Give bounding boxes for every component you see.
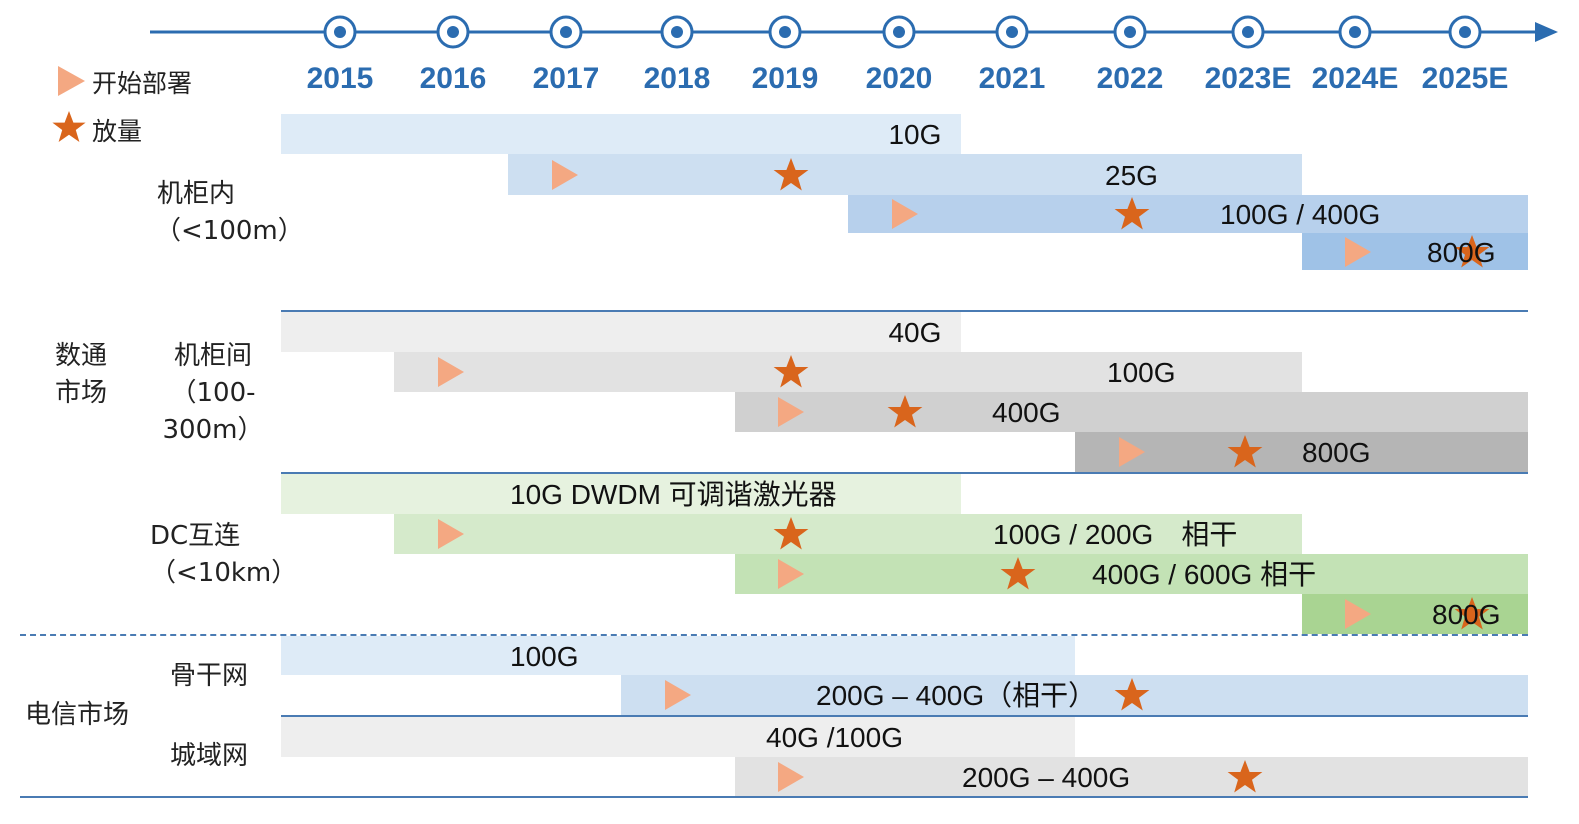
roadmap-bar-label: 800G bbox=[1427, 239, 1496, 267]
year-node bbox=[325, 17, 355, 47]
deploy-triangle-icon bbox=[1343, 236, 1373, 268]
volume-star-icon bbox=[772, 516, 810, 552]
volume-star-icon bbox=[1226, 434, 1264, 470]
roadmap-bar-label: 800G bbox=[1432, 601, 1501, 629]
roadmap-bar-inter-rack bbox=[281, 312, 961, 352]
year-label: 2017 bbox=[511, 62, 621, 96]
roadmap-bar-label: 400G bbox=[992, 399, 1061, 427]
year-node bbox=[1340, 17, 1370, 47]
section-label-inter-rack: 机柜间 （100- 300m） bbox=[158, 338, 268, 449]
roadmap-bar-label: 100G / 200G 相干 bbox=[993, 521, 1237, 549]
deploy-triangle-icon bbox=[776, 761, 806, 793]
roadmap-bar-intra-rack bbox=[848, 195, 1528, 233]
year-label: 2022 bbox=[1075, 62, 1185, 96]
year-node bbox=[1450, 17, 1480, 47]
year-label: 2023E bbox=[1193, 62, 1303, 96]
roadmap-bar-label: 100G bbox=[510, 643, 579, 671]
volume-star-icon bbox=[999, 556, 1037, 592]
deploy-triangle-icon bbox=[1343, 598, 1373, 630]
roadmap-bar-label: 200G – 400G（相干） bbox=[816, 682, 1096, 710]
axis-arrowhead bbox=[1535, 22, 1558, 42]
year-label: 2024E bbox=[1300, 62, 1410, 96]
year-label: 2015 bbox=[285, 62, 395, 96]
section-label-intra-rack: 机柜内 （<100m） bbox=[155, 176, 304, 250]
deploy-triangle-icon bbox=[436, 356, 466, 388]
group-label-telecom: 电信市场 bbox=[25, 697, 129, 734]
roadmap-bar-label: 10G DWDM 可调谐激光器 bbox=[510, 481, 837, 509]
volume-star-icon bbox=[1113, 677, 1151, 713]
roadmap-bar-label: 800G bbox=[1302, 439, 1371, 467]
roadmap-bar-label: 100G / 400G bbox=[1220, 201, 1380, 229]
deploy-triangle-icon bbox=[436, 518, 466, 550]
roadmap-bar-intra-rack bbox=[281, 114, 961, 154]
volume-star-icon bbox=[886, 394, 924, 430]
roadmap-bar-label: 200G – 400G bbox=[962, 764, 1130, 792]
year-label: 2021 bbox=[957, 62, 1067, 96]
separator-intra-inter bbox=[281, 310, 1528, 312]
year-node bbox=[997, 17, 1027, 47]
section-label-dci: DC互连 （<10km） bbox=[150, 518, 297, 592]
roadmap-bar-label: 400G / 600G 相干 bbox=[1092, 561, 1316, 589]
volume-star-icon bbox=[772, 354, 810, 390]
year-label: 2019 bbox=[730, 62, 840, 96]
group-label-datacom: 数通 市场 bbox=[55, 338, 107, 412]
roadmap-bar-backbone bbox=[281, 636, 1075, 675]
deploy-triangle-icon bbox=[550, 159, 580, 191]
separator-backbone-metro bbox=[281, 715, 1528, 717]
roadmap-bar-label: 100G bbox=[1107, 359, 1176, 387]
deploy-triangle-icon bbox=[776, 396, 806, 428]
roadmap-bar-label: 25G bbox=[1105, 162, 1158, 190]
year-node bbox=[1115, 17, 1145, 47]
deploy-triangle-icon bbox=[663, 679, 693, 711]
year-node bbox=[770, 17, 800, 47]
volume-star-icon bbox=[1226, 759, 1264, 795]
separator-inter-dci bbox=[281, 472, 1528, 474]
year-label: 2025E bbox=[1410, 62, 1520, 96]
deploy-triangle-icon bbox=[1117, 436, 1147, 468]
roadmap-bar-label: 40G /100G bbox=[766, 724, 903, 752]
roadmap-bar-label: 10G bbox=[888, 121, 941, 149]
volume-star-icon bbox=[1113, 196, 1151, 232]
section-label-metro: 城域网 bbox=[170, 738, 248, 775]
deploy-triangle-icon bbox=[890, 198, 920, 230]
year-node bbox=[884, 17, 914, 47]
year-node bbox=[438, 17, 468, 47]
roadmap-bar-metro bbox=[281, 717, 1075, 757]
legend-volume: 放量 bbox=[92, 112, 142, 148]
roadmap-bar-inter-rack bbox=[735, 392, 1528, 432]
star-icon bbox=[51, 110, 87, 146]
timeline-axis bbox=[0, 0, 1579, 60]
year-node bbox=[1233, 17, 1263, 47]
roadmap-bar-label: 40G bbox=[888, 319, 941, 347]
deploy-triangle-icon bbox=[776, 558, 806, 590]
separator-datacom-telecom bbox=[20, 634, 1528, 636]
year-label: 2016 bbox=[398, 62, 508, 96]
year-node bbox=[551, 17, 581, 47]
roadmap-bar-intra-rack bbox=[508, 154, 1302, 195]
bottom-rule bbox=[20, 796, 1528, 798]
year-node bbox=[662, 17, 692, 47]
year-label: 2020 bbox=[844, 62, 954, 96]
section-label-backbone: 骨干网 bbox=[170, 658, 248, 695]
volume-star-icon bbox=[772, 157, 810, 193]
year-label: 2018 bbox=[622, 62, 732, 96]
triangle-icon bbox=[55, 64, 87, 98]
legend-start-deploy: 开始部署 bbox=[92, 64, 192, 100]
roadmap-bar-metro bbox=[735, 757, 1528, 796]
